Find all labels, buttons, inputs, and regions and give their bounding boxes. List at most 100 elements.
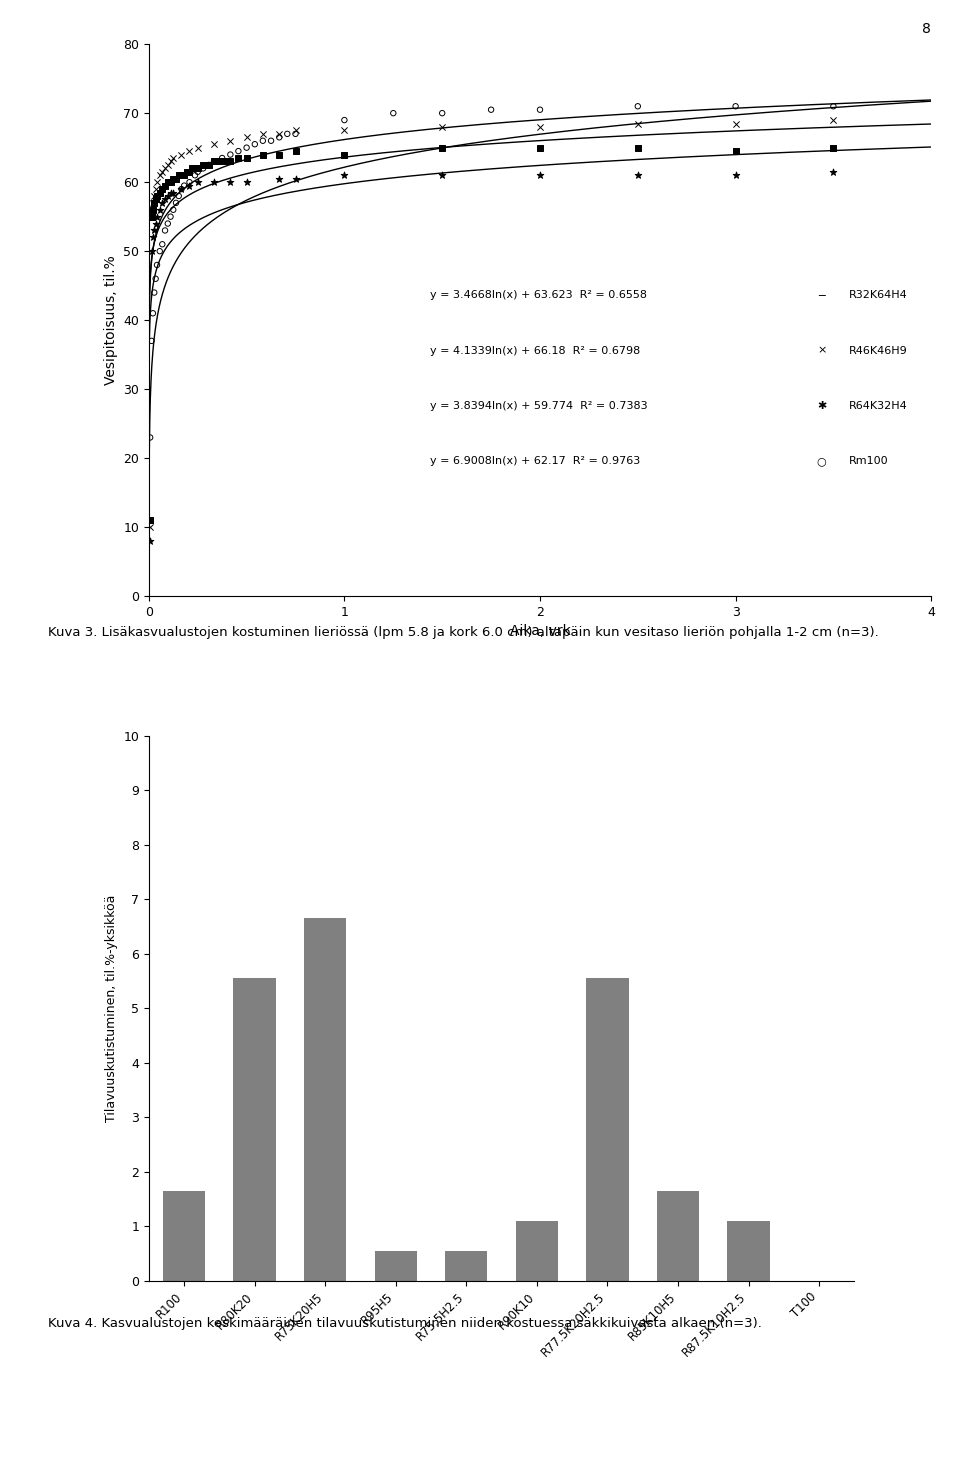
Point — [532, 135, 547, 159]
Point — [181, 171, 197, 194]
Point — [288, 166, 303, 190]
Point — [163, 205, 179, 228]
Bar — [233, 979, 276, 1281]
Point — [826, 135, 841, 159]
Point — [196, 156, 211, 180]
Point — [181, 160, 197, 184]
Text: R64K32H4: R64K32H4 — [849, 400, 908, 411]
Point — [272, 125, 287, 149]
Point — [190, 135, 205, 159]
Point — [288, 140, 303, 163]
Point — [181, 174, 197, 197]
Point — [337, 143, 352, 166]
Point — [150, 171, 165, 194]
Point — [147, 184, 162, 208]
Bar — [587, 979, 629, 1281]
Point — [206, 150, 222, 174]
Text: Kuva 4. Kasvualustojen keskimääräinen tilavuuskutistuminen niiden kostuessa säkk: Kuva 4. Kasvualustojen keskimääräinen ti… — [48, 1317, 762, 1331]
Bar — [163, 1191, 205, 1281]
Point — [239, 125, 254, 149]
Point — [630, 163, 645, 187]
Point — [147, 191, 162, 215]
Point — [148, 187, 163, 210]
Point — [147, 219, 162, 243]
Point — [201, 153, 216, 177]
Point — [386, 102, 401, 125]
Point — [163, 150, 179, 174]
Point — [174, 177, 189, 200]
Point — [155, 160, 170, 184]
Text: R46K46H9: R46K46H9 — [849, 346, 908, 356]
Point — [826, 94, 841, 118]
Point — [206, 132, 222, 156]
Point — [255, 130, 271, 153]
Point — [196, 153, 211, 177]
Text: ×: × — [817, 346, 827, 356]
Point — [201, 153, 216, 177]
Point — [150, 205, 165, 228]
Point — [435, 102, 450, 125]
Point — [223, 130, 238, 153]
Point — [144, 205, 159, 228]
Point — [168, 166, 183, 190]
Point — [174, 163, 189, 187]
Text: y = 3.4668ln(x) + 63.623  R² = 0.6558: y = 3.4668ln(x) + 63.623 R² = 0.6558 — [430, 290, 647, 300]
Point — [728, 94, 743, 118]
Point — [160, 153, 176, 177]
Point — [255, 143, 271, 166]
Point — [272, 143, 287, 166]
Point — [145, 302, 160, 325]
Point — [230, 146, 246, 169]
Point — [272, 166, 287, 190]
Point — [337, 119, 352, 143]
Y-axis label: Vesipitoisuus, til.%: Vesipitoisuus, til.% — [104, 255, 117, 386]
Point — [212, 150, 228, 174]
Point — [217, 150, 232, 174]
Point — [239, 135, 254, 159]
Point — [263, 130, 278, 153]
Point — [184, 156, 200, 180]
Point — [435, 163, 450, 187]
Point — [152, 163, 167, 187]
Point — [150, 253, 165, 277]
Point — [144, 205, 159, 228]
Point — [337, 109, 352, 132]
Point — [532, 163, 547, 187]
Point — [148, 212, 163, 236]
Bar — [374, 1251, 417, 1281]
Point — [174, 177, 189, 200]
Point — [160, 171, 176, 194]
Point — [247, 132, 262, 156]
Point — [145, 225, 160, 249]
Point — [160, 212, 176, 236]
Y-axis label: Tilavuuskutistuminen, til.%-yksikköä: Tilavuuskutistuminen, til.%-yksikköä — [105, 895, 118, 1122]
Point — [177, 163, 192, 187]
Point — [826, 160, 841, 184]
Point — [165, 199, 180, 222]
Point — [142, 530, 157, 553]
Point — [145, 199, 160, 222]
Point — [157, 174, 173, 197]
Text: 8: 8 — [923, 22, 931, 37]
Point — [484, 99, 499, 122]
Point — [288, 119, 303, 143]
Point — [165, 146, 180, 169]
Point — [152, 181, 167, 205]
Point — [190, 156, 205, 180]
Point — [239, 171, 254, 194]
Point — [160, 184, 176, 208]
Point — [150, 184, 165, 208]
Point — [187, 163, 203, 187]
Text: R32K64H4: R32K64H4 — [849, 290, 908, 300]
Point — [157, 219, 173, 243]
Text: ─: ─ — [818, 290, 825, 300]
Point — [145, 191, 160, 215]
Text: Rm100: Rm100 — [849, 456, 889, 467]
Point — [728, 112, 743, 135]
Point — [142, 515, 157, 539]
Point — [168, 191, 183, 215]
Point — [288, 122, 303, 146]
Text: y = 3.8394ln(x) + 59.774  R² = 0.7383: y = 3.8394ln(x) + 59.774 R² = 0.7383 — [430, 400, 648, 411]
Point — [255, 122, 271, 146]
Point — [187, 156, 203, 180]
